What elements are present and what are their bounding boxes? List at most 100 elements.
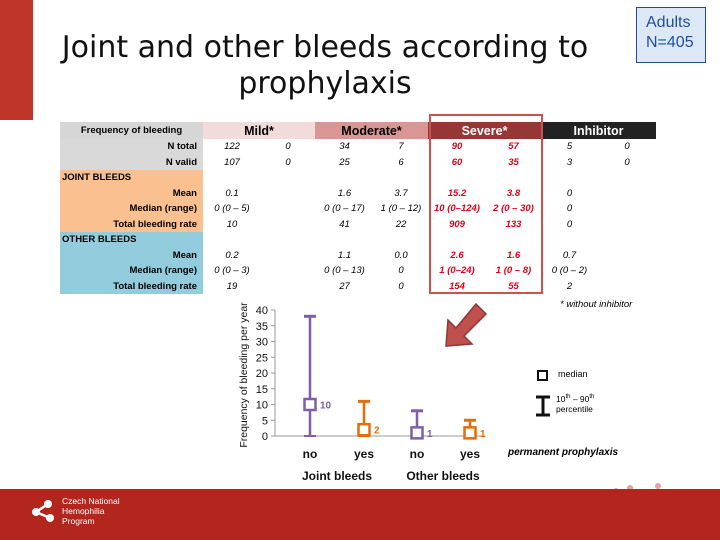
table-cell: 1 (0 – 8) [495, 265, 532, 277]
row-label: Median (range) [60, 263, 203, 279]
table-cell: 35 [508, 156, 519, 168]
table-cell: 90 [451, 141, 463, 153]
table-cell: 107 [224, 156, 240, 168]
table-row: Median (range) 0 (0 – 3) 0 (0 – 13) 0 1 (0–2… [60, 263, 656, 279]
median-value-label: 2 [374, 426, 380, 437]
adults-count-box: Adults N=405 [636, 7, 706, 63]
table-cell: 19 [226, 280, 238, 292]
x-group-label: Joint bleeds [302, 469, 372, 483]
median-box [410, 426, 424, 440]
table-cell: 909 [449, 218, 465, 230]
median-legend-label: median [558, 369, 588, 379]
table-cell: 5 [566, 141, 573, 153]
table-cell: 0 (0 – 17) [324, 203, 365, 215]
table-cell [598, 263, 656, 279]
y-tick-label: 30 [256, 337, 268, 349]
table-cell: 0 [398, 265, 404, 277]
table-cell: 0.2 [225, 249, 239, 261]
bleeding-frequency-table: Frequency of bleeding Mild* Moderate* Se… [60, 122, 656, 294]
median-box [463, 426, 477, 440]
table-cell: 0.1 [225, 187, 239, 199]
table-cell: 2 (0 – 30) [493, 203, 534, 215]
table-cell [261, 217, 315, 233]
table-cell: 0 [624, 156, 630, 168]
y-tick-label: 5 [262, 415, 268, 427]
table-cell: 0 [285, 156, 291, 168]
title-accent-bar [0, 0, 33, 120]
table-cell: 55 [508, 280, 519, 292]
table-cell: 0.7 [562, 249, 577, 261]
y-tick-label: 0 [262, 431, 268, 443]
percentile-range-legend-icon [536, 395, 550, 417]
median-value-label: 1 [480, 429, 486, 440]
x-category-label: yes [354, 447, 374, 461]
row-label: Total bleeding rate [60, 278, 203, 294]
table-cell: 122 [224, 141, 240, 153]
header-mild: Mild* [203, 122, 315, 139]
y-axis-title: Frequency of bleeding per year [238, 302, 250, 448]
header-severe: Severe* [428, 122, 541, 139]
range-marker-2: 2 [357, 399, 380, 437]
table-row: Mean 0.1 1.6 3.7 15.2 3.8 0 [60, 185, 656, 202]
row-label: N total [60, 139, 203, 155]
y-tick-label: 40 [256, 305, 268, 317]
table-cell: 34 [339, 141, 350, 153]
table-cell [598, 279, 656, 295]
table-cell: 0 (0 – 5) [214, 203, 250, 215]
table-cell [261, 186, 315, 202]
row-label: Total bleeding rate [60, 216, 203, 232]
table-cell: 3.8 [506, 187, 521, 199]
x-category-label: no [303, 447, 318, 461]
table-row: N total 122 0 34 7 90 57 5 0 [60, 139, 656, 155]
section-row: JOINT BLEEDS [60, 170, 656, 186]
table-header-row: Frequency of bleeding Mild* Moderate* Se… [60, 122, 656, 139]
table-cell: 15.2 [447, 187, 467, 199]
severe-highlight-frame [429, 114, 543, 294]
table-cell [261, 201, 315, 217]
median-box [303, 397, 317, 412]
section-joint-bleeds: JOINT BLEEDS [60, 170, 203, 186]
table-cell: 60 [451, 156, 463, 168]
table-row: Total bleeding rate 10 41 22 909 133 0 [60, 216, 656, 233]
section-other-bleeds: OTHER BLEEDS [60, 232, 203, 248]
table-row: Total bleeding rate 19 27 0 154 55 2 [60, 278, 656, 295]
y-tick-label: 20 [256, 368, 268, 380]
table-cell: 0 [398, 280, 404, 292]
table-cell: 0 (0 – 3) [214, 265, 250, 277]
y-tick-label: 10 [256, 400, 268, 412]
row-label: Median (range) [60, 201, 203, 217]
table-cell: 22 [395, 218, 407, 230]
percentile-legend-label: 10th – 90th percentile [556, 393, 595, 414]
table-cell: 0 [566, 218, 573, 230]
table-cell: 0 [285, 141, 291, 153]
table-cell: 1.6 [337, 187, 352, 199]
bleeding-range-chart: 0 5 10 15 20 25 30 35 40 Frequency of bleeding pe… [238, 302, 486, 483]
hemophilia-program-logo-icon [32, 500, 54, 522]
adults-label: Adults [646, 14, 691, 31]
table-cell: 25 [339, 156, 350, 168]
median-value-label: 10 [320, 401, 332, 412]
table-cell [261, 248, 315, 264]
table-cell: 2 [566, 280, 573, 292]
footer-bar [0, 489, 720, 540]
table-cell: 41 [339, 218, 350, 230]
row-label: N valid [60, 154, 203, 170]
table-cell: 1 (0–24) [439, 265, 475, 277]
x-category-label: yes [460, 447, 480, 461]
table-cell [598, 248, 656, 264]
table-cell [598, 217, 656, 233]
table-cell: 0 [566, 187, 573, 199]
table-cell: 1 (0 – 12) [380, 203, 422, 215]
table-footnote: * without inhibitor [560, 299, 633, 310]
table-cell: 1.1 [337, 249, 352, 261]
header-moderate: Moderate* [315, 122, 428, 139]
header-label: Frequency of bleeding [60, 122, 203, 139]
median-legend-icon [537, 370, 548, 381]
table-cell: 1.6 [506, 249, 521, 261]
table-row: N valid 107 0 25 6 60 35 3 0 [60, 154, 656, 170]
table-row: Mean 0.2 1.1 0.0 2.6 1.6 0.7 [60, 247, 656, 264]
median-box [357, 422, 371, 437]
permanent-prophylaxis-caption: permanent prophylaxis [508, 447, 619, 458]
table-cell: 3.7 [394, 187, 408, 199]
table-cell: 3 [566, 156, 573, 168]
